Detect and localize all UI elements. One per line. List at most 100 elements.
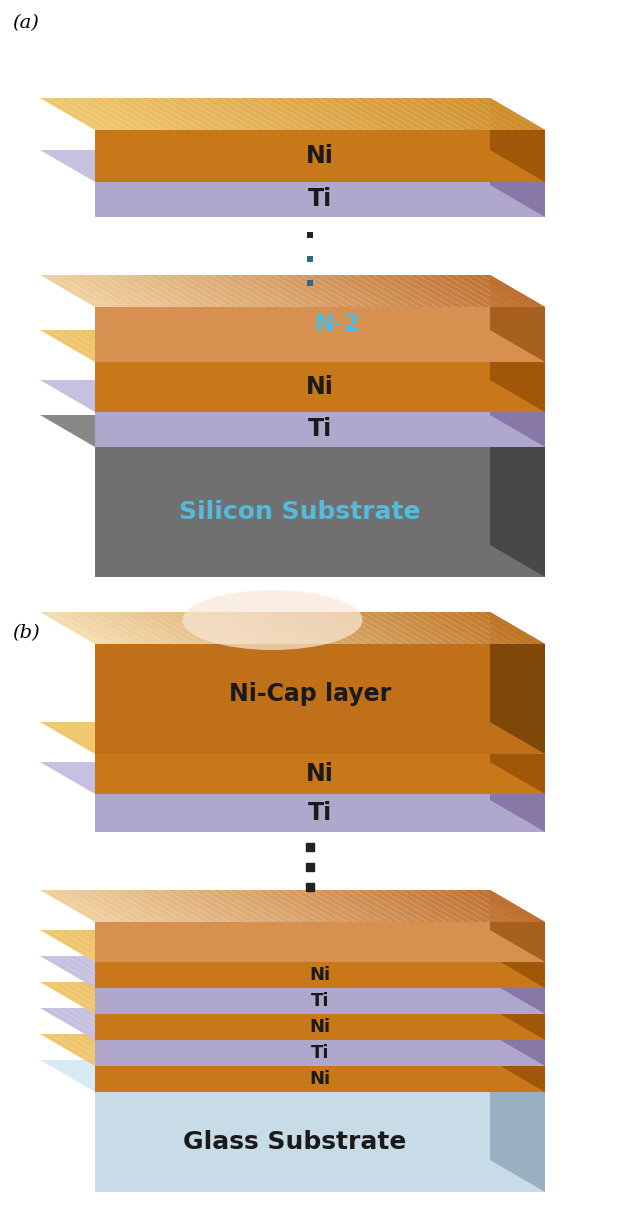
Polygon shape (481, 612, 545, 644)
Polygon shape (95, 644, 545, 754)
Polygon shape (95, 794, 545, 832)
Polygon shape (310, 1034, 374, 1066)
Polygon shape (157, 1008, 221, 1040)
Polygon shape (238, 612, 302, 644)
Polygon shape (301, 330, 365, 362)
Polygon shape (301, 890, 365, 923)
Polygon shape (247, 930, 311, 962)
Polygon shape (112, 982, 176, 1014)
Polygon shape (193, 330, 257, 362)
Polygon shape (301, 1034, 365, 1066)
Polygon shape (310, 612, 374, 644)
Polygon shape (76, 1008, 140, 1040)
Polygon shape (202, 890, 266, 923)
Polygon shape (472, 330, 536, 362)
Polygon shape (193, 956, 257, 989)
Polygon shape (202, 982, 266, 1014)
Polygon shape (148, 1008, 212, 1040)
Polygon shape (445, 956, 509, 989)
Polygon shape (328, 612, 392, 644)
Polygon shape (463, 930, 527, 962)
Polygon shape (463, 1008, 527, 1040)
Polygon shape (112, 330, 176, 362)
Polygon shape (337, 890, 401, 923)
Polygon shape (400, 330, 464, 362)
Polygon shape (427, 956, 491, 989)
Text: Ni: Ni (306, 763, 334, 786)
Polygon shape (373, 330, 437, 362)
Polygon shape (274, 330, 338, 362)
Polygon shape (112, 275, 176, 307)
Polygon shape (418, 930, 482, 962)
Polygon shape (391, 98, 455, 130)
Polygon shape (265, 956, 329, 989)
Polygon shape (481, 1008, 545, 1040)
Polygon shape (40, 330, 104, 362)
Polygon shape (95, 962, 545, 989)
Polygon shape (337, 98, 401, 130)
Polygon shape (40, 890, 104, 923)
Polygon shape (49, 330, 113, 362)
Polygon shape (247, 1034, 311, 1066)
Polygon shape (328, 930, 392, 962)
Polygon shape (148, 612, 212, 644)
Polygon shape (364, 930, 428, 962)
Polygon shape (76, 982, 140, 1014)
Polygon shape (103, 890, 167, 923)
Polygon shape (112, 1008, 176, 1040)
Polygon shape (148, 98, 212, 130)
Polygon shape (472, 982, 536, 1014)
Polygon shape (112, 1034, 176, 1066)
Polygon shape (391, 330, 455, 362)
Polygon shape (112, 612, 176, 644)
Polygon shape (328, 982, 392, 1014)
Polygon shape (382, 890, 446, 923)
Polygon shape (85, 612, 149, 644)
Polygon shape (490, 1008, 545, 1066)
Polygon shape (202, 98, 266, 130)
Polygon shape (454, 930, 518, 962)
Polygon shape (328, 275, 392, 307)
Polygon shape (337, 1008, 401, 1040)
Polygon shape (445, 275, 509, 307)
Polygon shape (283, 890, 347, 923)
Polygon shape (193, 612, 257, 644)
Polygon shape (265, 890, 329, 923)
Polygon shape (40, 612, 104, 644)
Polygon shape (103, 982, 167, 1014)
Polygon shape (283, 612, 347, 644)
Polygon shape (58, 982, 122, 1014)
Polygon shape (130, 1008, 194, 1040)
Polygon shape (346, 1034, 410, 1066)
Polygon shape (301, 275, 365, 307)
Polygon shape (211, 98, 275, 130)
Polygon shape (95, 412, 545, 447)
Polygon shape (391, 612, 455, 644)
Polygon shape (76, 612, 140, 644)
Polygon shape (328, 98, 392, 130)
Polygon shape (58, 275, 122, 307)
Polygon shape (292, 98, 356, 130)
Polygon shape (148, 1034, 212, 1066)
Polygon shape (202, 1034, 266, 1066)
Polygon shape (490, 956, 545, 1014)
Text: Silicon Substrate: Silicon Substrate (179, 500, 420, 524)
Polygon shape (364, 98, 428, 130)
Polygon shape (247, 330, 311, 362)
Polygon shape (319, 275, 383, 307)
Polygon shape (283, 98, 347, 130)
Polygon shape (193, 1034, 257, 1066)
Polygon shape (310, 98, 374, 130)
Polygon shape (211, 330, 275, 362)
Polygon shape (481, 956, 545, 989)
Polygon shape (175, 275, 239, 307)
Polygon shape (193, 275, 257, 307)
Polygon shape (355, 1034, 419, 1066)
Polygon shape (247, 612, 311, 644)
Polygon shape (319, 982, 383, 1014)
Text: (a): (a) (12, 13, 39, 32)
Polygon shape (40, 982, 104, 1014)
Polygon shape (40, 722, 545, 754)
Polygon shape (121, 930, 185, 962)
Polygon shape (175, 890, 239, 923)
